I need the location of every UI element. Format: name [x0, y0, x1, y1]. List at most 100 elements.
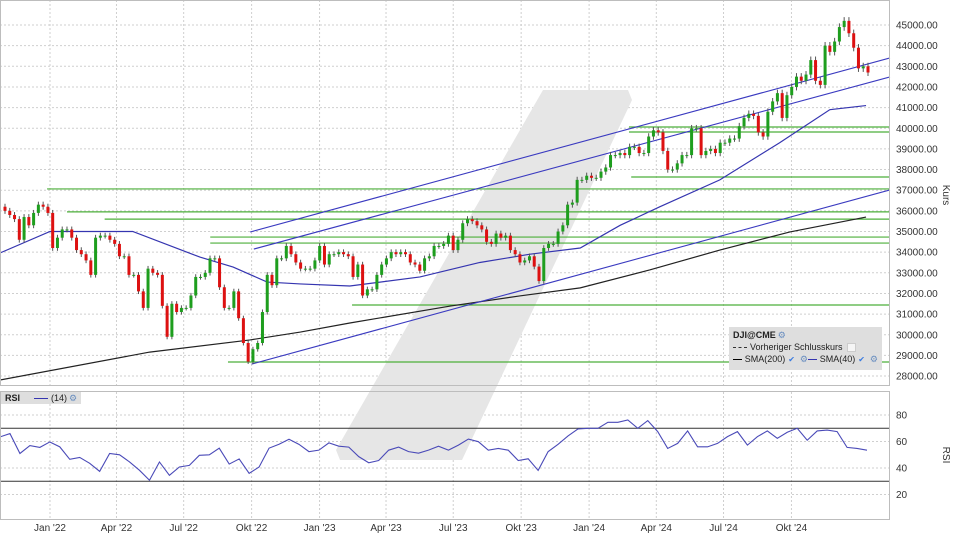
candle-up	[189, 295, 193, 308]
price-tick-label: 43000.00	[896, 62, 938, 73]
candle-up	[547, 243, 551, 249]
candle-down	[289, 245, 293, 255]
rsi-line	[0, 419, 868, 482]
candle-down	[70, 229, 74, 238]
candle-down	[713, 148, 717, 154]
check-icon[interactable]: ✔	[788, 354, 795, 364]
x-tick-label: Apr '23	[370, 523, 402, 534]
candle-up	[122, 256, 126, 258]
candle-up	[604, 167, 608, 172]
price-legend: DJI@CME ⚙ Vorheriger Schlusskurs SMA(200)…	[729, 327, 882, 370]
candle-down	[852, 33, 856, 48]
legend-symbol: DJI@CME	[733, 330, 776, 340]
candle-down	[246, 343, 250, 362]
candle-up	[461, 223, 465, 240]
x-tick-label: Okt '23	[505, 523, 537, 534]
price-tick-label: 38000.00	[896, 165, 938, 176]
candle-up	[804, 74, 808, 81]
candle-up	[551, 243, 555, 245]
settings-icon[interactable]: ⚙	[777, 329, 786, 340]
candle-up	[232, 291, 236, 308]
candle-up	[833, 41, 837, 52]
sma40-swatch	[808, 358, 817, 360]
price-tick-label: 45000.00	[896, 21, 938, 32]
candle-up	[842, 20, 846, 28]
candle-up	[103, 235, 107, 237]
candle-down	[408, 254, 412, 263]
candle-up	[775, 93, 779, 102]
candle-up	[432, 245, 436, 257]
candle-down	[237, 291, 241, 319]
price-tick-label: 32000.00	[896, 289, 938, 300]
candle-down	[108, 235, 112, 240]
candle-up	[628, 146, 632, 156]
candle-down	[117, 243, 121, 257]
candle-up	[36, 204, 40, 213]
candle-up	[685, 155, 689, 157]
candle-down	[489, 241, 493, 244]
candle-down	[499, 233, 503, 238]
candle-up	[423, 258, 427, 271]
candle-up	[709, 148, 713, 151]
rsi-tick-label: 60	[896, 437, 908, 448]
candle-down	[699, 128, 703, 156]
x-tick-label: Okt '22	[236, 523, 268, 534]
legend-label-sma40: SMA(40)	[819, 354, 856, 364]
price-tick-label: 40000.00	[896, 124, 938, 135]
candle-up	[98, 235, 102, 238]
candle-down	[342, 252, 346, 255]
candle-up	[594, 177, 598, 179]
candle-down	[814, 60, 818, 81]
candle-up	[308, 268, 312, 270]
settings-icon[interactable]: ⚙	[69, 392, 78, 403]
candles	[3, 17, 870, 364]
candle-down	[160, 274, 164, 306]
candle-up	[456, 239, 460, 251]
price-tick-label: 42000.00	[896, 82, 938, 93]
candle-down	[666, 150, 670, 170]
checkbox[interactable]	[846, 342, 856, 352]
rsi-title: RSI	[5, 393, 21, 403]
candle-down	[299, 262, 303, 269]
settings-icon[interactable]: ⚙	[799, 353, 808, 364]
candle-up	[642, 153, 646, 155]
legend-item-previous-close[interactable]: Vorheriger Schlusskurs	[733, 341, 878, 353]
candle-down	[241, 318, 245, 344]
candle-up	[375, 274, 379, 290]
candle-down	[51, 212, 55, 249]
candle-down	[508, 235, 512, 251]
candle-down	[418, 264, 422, 271]
candle-down	[799, 76, 803, 81]
candle-down	[532, 256, 536, 267]
candle-up	[671, 169, 675, 171]
candle-down	[480, 225, 484, 230]
candle-up	[718, 142, 722, 154]
settings-icon[interactable]: ⚙	[869, 353, 878, 364]
candle-up	[256, 343, 260, 350]
candle-down	[151, 268, 155, 273]
candle-down	[8, 210, 12, 215]
candle-down	[756, 115, 760, 133]
candle-down	[470, 219, 474, 222]
sma200-swatch	[733, 358, 742, 360]
candle-up	[303, 268, 307, 270]
candle-up	[318, 245, 322, 261]
rsi-tick-label: 40	[896, 464, 908, 475]
candle-down	[394, 252, 398, 255]
x-tick-label: Jul '23	[439, 523, 468, 534]
candle-down	[17, 219, 21, 240]
candle-down	[294, 254, 298, 263]
check-icon[interactable]: ✔	[858, 354, 865, 364]
candle-down	[361, 264, 365, 296]
candle-up	[313, 260, 317, 269]
candle-up	[280, 258, 284, 260]
candle-up	[651, 130, 655, 137]
price-tick-label: 36000.00	[896, 206, 938, 217]
candle-up	[632, 146, 636, 148]
rsi-axis-title: RSI	[940, 447, 951, 464]
candle-up	[823, 45, 827, 85]
candle-down	[661, 132, 665, 151]
candle-up	[208, 258, 212, 273]
candle-up	[60, 229, 64, 238]
